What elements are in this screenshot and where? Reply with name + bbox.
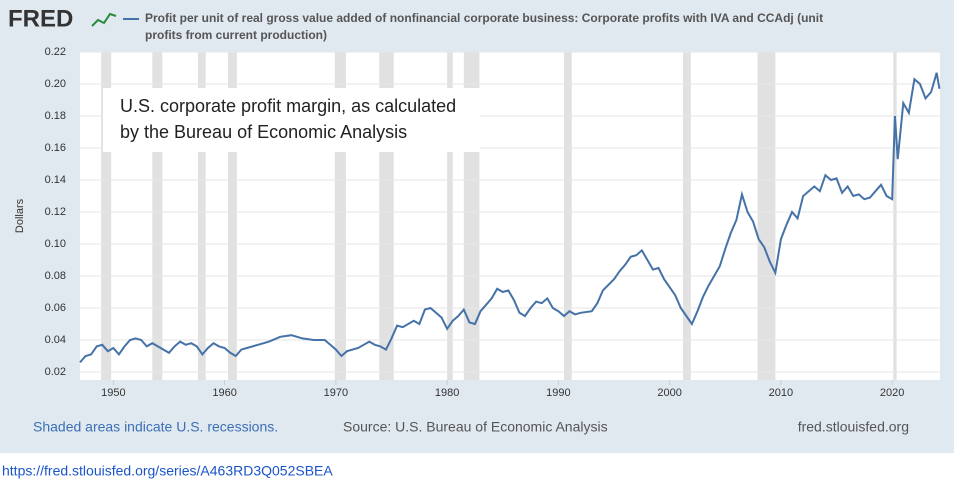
x-tick-label: 1990 xyxy=(546,387,570,399)
y-tick-label: 0.10 xyxy=(45,238,66,250)
y-tick-label: 0.20 xyxy=(45,78,66,90)
source: Source: U.S. Bureau of Economic Analysis xyxy=(343,419,608,435)
url[interactable]: https://fred.stlouisfed.org/series/A463R… xyxy=(2,463,333,479)
x-tick-label: 2020 xyxy=(880,387,904,399)
y-tick-label: 0.08 xyxy=(45,270,66,282)
y-axis-label: Dollars xyxy=(14,198,26,233)
x-tick-label: 2010 xyxy=(769,387,793,399)
y-tick-label: 0.14 xyxy=(45,174,66,186)
recession-band xyxy=(334,52,346,380)
y-tick-label: 0.18 xyxy=(45,110,66,122)
annotation: U.S. corporate profit margin, as calcula… xyxy=(120,96,456,116)
recession-band xyxy=(683,52,691,380)
recession-band xyxy=(893,52,897,380)
title: Profit per unit of real gross value adde… xyxy=(145,11,823,25)
y-tick-label: 0.06 xyxy=(45,302,66,314)
recession-band xyxy=(757,52,776,380)
logo-icon xyxy=(91,12,117,27)
recession-band xyxy=(152,52,163,380)
x-tick-label: 1970 xyxy=(324,387,348,399)
annotation: by the Bureau of Economic Analysis xyxy=(120,122,407,142)
y-tick-label: 0.22 xyxy=(45,46,66,58)
recession-note: Shaded areas indicate U.S. recessions. xyxy=(33,419,278,435)
x-tick-label: 2000 xyxy=(657,387,681,399)
title-text: Profit per unit of real gross value adde… xyxy=(145,11,823,25)
site: fred.stlouisfed.org xyxy=(798,419,909,435)
title: profits from current production) xyxy=(145,28,327,42)
x-tick-label: 1950 xyxy=(101,387,125,399)
y-tick-label: 0.16 xyxy=(45,142,66,154)
y-tick-label: 0.04 xyxy=(45,334,66,346)
recession-band xyxy=(563,52,572,380)
x-tick-label: 1960 xyxy=(212,387,236,399)
recession-band xyxy=(197,52,206,380)
series-line xyxy=(79,72,941,364)
recession-band xyxy=(447,52,453,380)
annotation-box xyxy=(103,88,480,152)
recession-band xyxy=(227,52,237,380)
logo: FRED xyxy=(8,5,73,32)
y-tick-label: 0.12 xyxy=(45,206,66,218)
recession-band xyxy=(101,52,112,380)
y-tick-label: 0.02 xyxy=(45,366,66,378)
x-tick-label: 1980 xyxy=(435,387,459,399)
